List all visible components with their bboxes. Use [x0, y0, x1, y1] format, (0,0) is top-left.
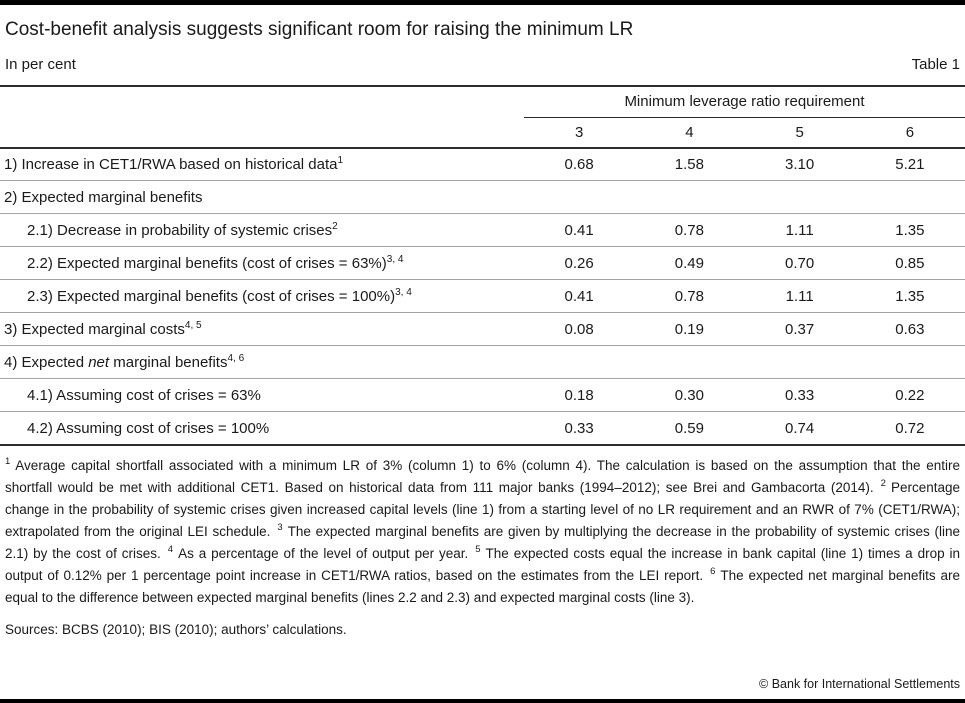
footnote-ref: 4, 5	[184, 319, 202, 331]
cell-value: 0.74	[785, 419, 815, 437]
group-header-row: Minimum leverage ratio requirement	[0, 86, 965, 119]
cell-value: 1.58	[674, 156, 704, 174]
cell-value: 3.10	[785, 156, 815, 174]
cell-value: 0.41	[564, 287, 594, 305]
column-header-5: 5	[744, 117, 855, 149]
footnote-ref: 4, 6	[227, 352, 245, 364]
footnote-ref: 3, 4	[386, 253, 404, 265]
cell-value: 0.22	[895, 386, 925, 404]
row-label: 3) Expected marginal costs4, 5	[4, 319, 202, 338]
page-title: Cost-benefit analysis suggests significa…	[5, 19, 634, 40]
cell-value: 1.11	[785, 221, 814, 239]
cell-value: 0.68	[564, 156, 594, 174]
table-row-3: 3) Expected marginal costs4, 5 0.08 0.19…	[0, 313, 965, 346]
row-label: 4.2) Assuming cost of crises = 100%	[27, 419, 270, 437]
footnote-ref: 3, 4	[395, 286, 412, 298]
footnote-number: 6	[710, 566, 716, 578]
sources-line: Sources: BCBS (2010); BIS (2010); author…	[5, 621, 347, 637]
cell-value: 0.85	[895, 254, 925, 272]
table-number-label: Table 1	[911, 55, 960, 73]
row-label: 1) Increase in CET1/RWA based on histori…	[4, 155, 344, 174]
cell-value	[855, 181, 965, 214]
cell-value: 0.18	[564, 386, 594, 404]
cell-value: 0.19	[674, 320, 704, 338]
table-row-2: 2) Expected marginal benefits	[0, 181, 965, 214]
cell-value	[745, 181, 855, 214]
row-label: 2.2) Expected marginal benefits (cost of…	[27, 253, 404, 272]
cell-value: 0.08	[564, 320, 594, 338]
cell-value: 1.35	[895, 287, 925, 305]
footnote-ref: 1	[337, 155, 344, 167]
cell-value: 0.41	[564, 221, 594, 239]
cell-value: 0.30	[674, 386, 704, 404]
copyright-notice: © Bank for International Settlements	[759, 677, 960, 691]
row-label: 2.3) Expected marginal benefits (cost of…	[27, 286, 412, 305]
footnote-ref: 2	[332, 220, 338, 232]
italic-word: net	[88, 353, 110, 371]
cell-value: 0.49	[674, 254, 704, 272]
data-table: Minimum leverage ratio requirement 3 4 5…	[0, 86, 965, 446]
row-label: 2.1) Decrease in probability of systemic…	[27, 220, 338, 239]
group-header: Minimum leverage ratio requirement	[524, 86, 965, 119]
header-stub-cell	[0, 117, 524, 149]
footnote-text: Average capital shortfall associated wit…	[5, 457, 960, 495]
cell-value: 0.63	[895, 320, 925, 338]
cell-value: 0.70	[785, 254, 815, 272]
table-row-4-2: 4.2) Assuming cost of crises = 100% 0.33…	[0, 412, 965, 445]
footnotes: 1 Average capital shortfall associated wi…	[0, 455, 965, 609]
cell-value	[524, 181, 634, 214]
cell-value: 0.33	[564, 419, 594, 437]
row-label: 2) Expected marginal benefits	[4, 188, 203, 206]
cell-value	[745, 346, 855, 379]
table-row-1: 1) Increase in CET1/RWA based on histori…	[0, 148, 965, 181]
footnote-number: 1	[5, 456, 11, 468]
top-rule-bar	[0, 0, 965, 5]
footnote-text: As a percentage of the level of output p…	[178, 545, 469, 561]
cell-value	[634, 181, 744, 214]
cell-value: 0.37	[785, 320, 815, 338]
table-panel: Cost-benefit analysis suggests significa…	[0, 5, 965, 699]
footnote-number: 5	[475, 544, 481, 556]
cell-value	[855, 346, 965, 379]
cell-value: 0.78	[674, 221, 704, 239]
footnote-text: The expected costs equal the increase in…	[5, 545, 960, 583]
table-row-4: 4) Expected net marginal benefits4, 6	[0, 346, 965, 379]
table-row-2-1: 2.1) Decrease in probability of systemic…	[0, 214, 965, 247]
footnote-number: 4	[167, 544, 174, 556]
table-row-2-2: 2.2) Expected marginal benefits (cost of…	[0, 247, 965, 280]
units-label: In per cent	[5, 55, 76, 73]
column-header-row: 3 4 5 6	[0, 117, 965, 149]
subtitle-row: In per cent Table 1	[0, 56, 965, 87]
cell-value	[634, 346, 744, 379]
row-label: 4.1) Assuming cost of crises = 63%	[27, 386, 261, 404]
table-row-4-1: 4.1) Assuming cost of crises = 63% 0.18 …	[0, 379, 965, 412]
footnote-number: 3	[277, 522, 283, 534]
cell-value	[524, 346, 634, 379]
column-header-6: 6	[854, 117, 965, 149]
row-label: 4) Expected net marginal benefits4, 6	[4, 352, 245, 371]
column-header-3: 3	[524, 117, 635, 149]
footnote-text: The expected marginal benefits are given…	[5, 523, 961, 561]
footnote-number: 2	[880, 478, 886, 490]
cell-value: 5.21	[895, 156, 925, 174]
cell-value: 1.35	[895, 221, 925, 239]
header-stub-cell	[0, 87, 524, 118]
cell-value: 0.78	[674, 287, 704, 305]
cell-value: 1.11	[785, 287, 814, 305]
footnote-text: Percentage change in the probability of …	[5, 479, 960, 539]
column-header-4: 4	[634, 117, 745, 149]
table-row-2-3: 2.3) Expected marginal benefits (cost of…	[0, 280, 965, 313]
cell-value: 0.72	[895, 419, 925, 437]
footnote-text: The expected net marginal benefits are e…	[5, 567, 961, 605]
cell-value: 0.59	[674, 419, 704, 437]
cell-value: 0.33	[785, 386, 815, 404]
cell-value: 0.26	[564, 254, 594, 272]
bottom-rule-bar	[0, 699, 965, 703]
